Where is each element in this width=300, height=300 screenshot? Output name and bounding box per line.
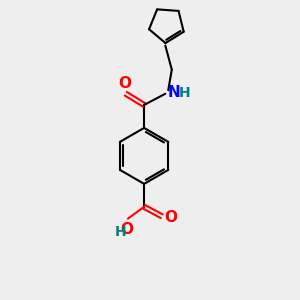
Text: H: H [178,86,190,100]
Text: O: O [120,222,133,237]
Text: H: H [115,225,126,239]
Text: O: O [164,210,177,225]
Text: O: O [118,76,131,92]
Text: N: N [168,85,180,100]
